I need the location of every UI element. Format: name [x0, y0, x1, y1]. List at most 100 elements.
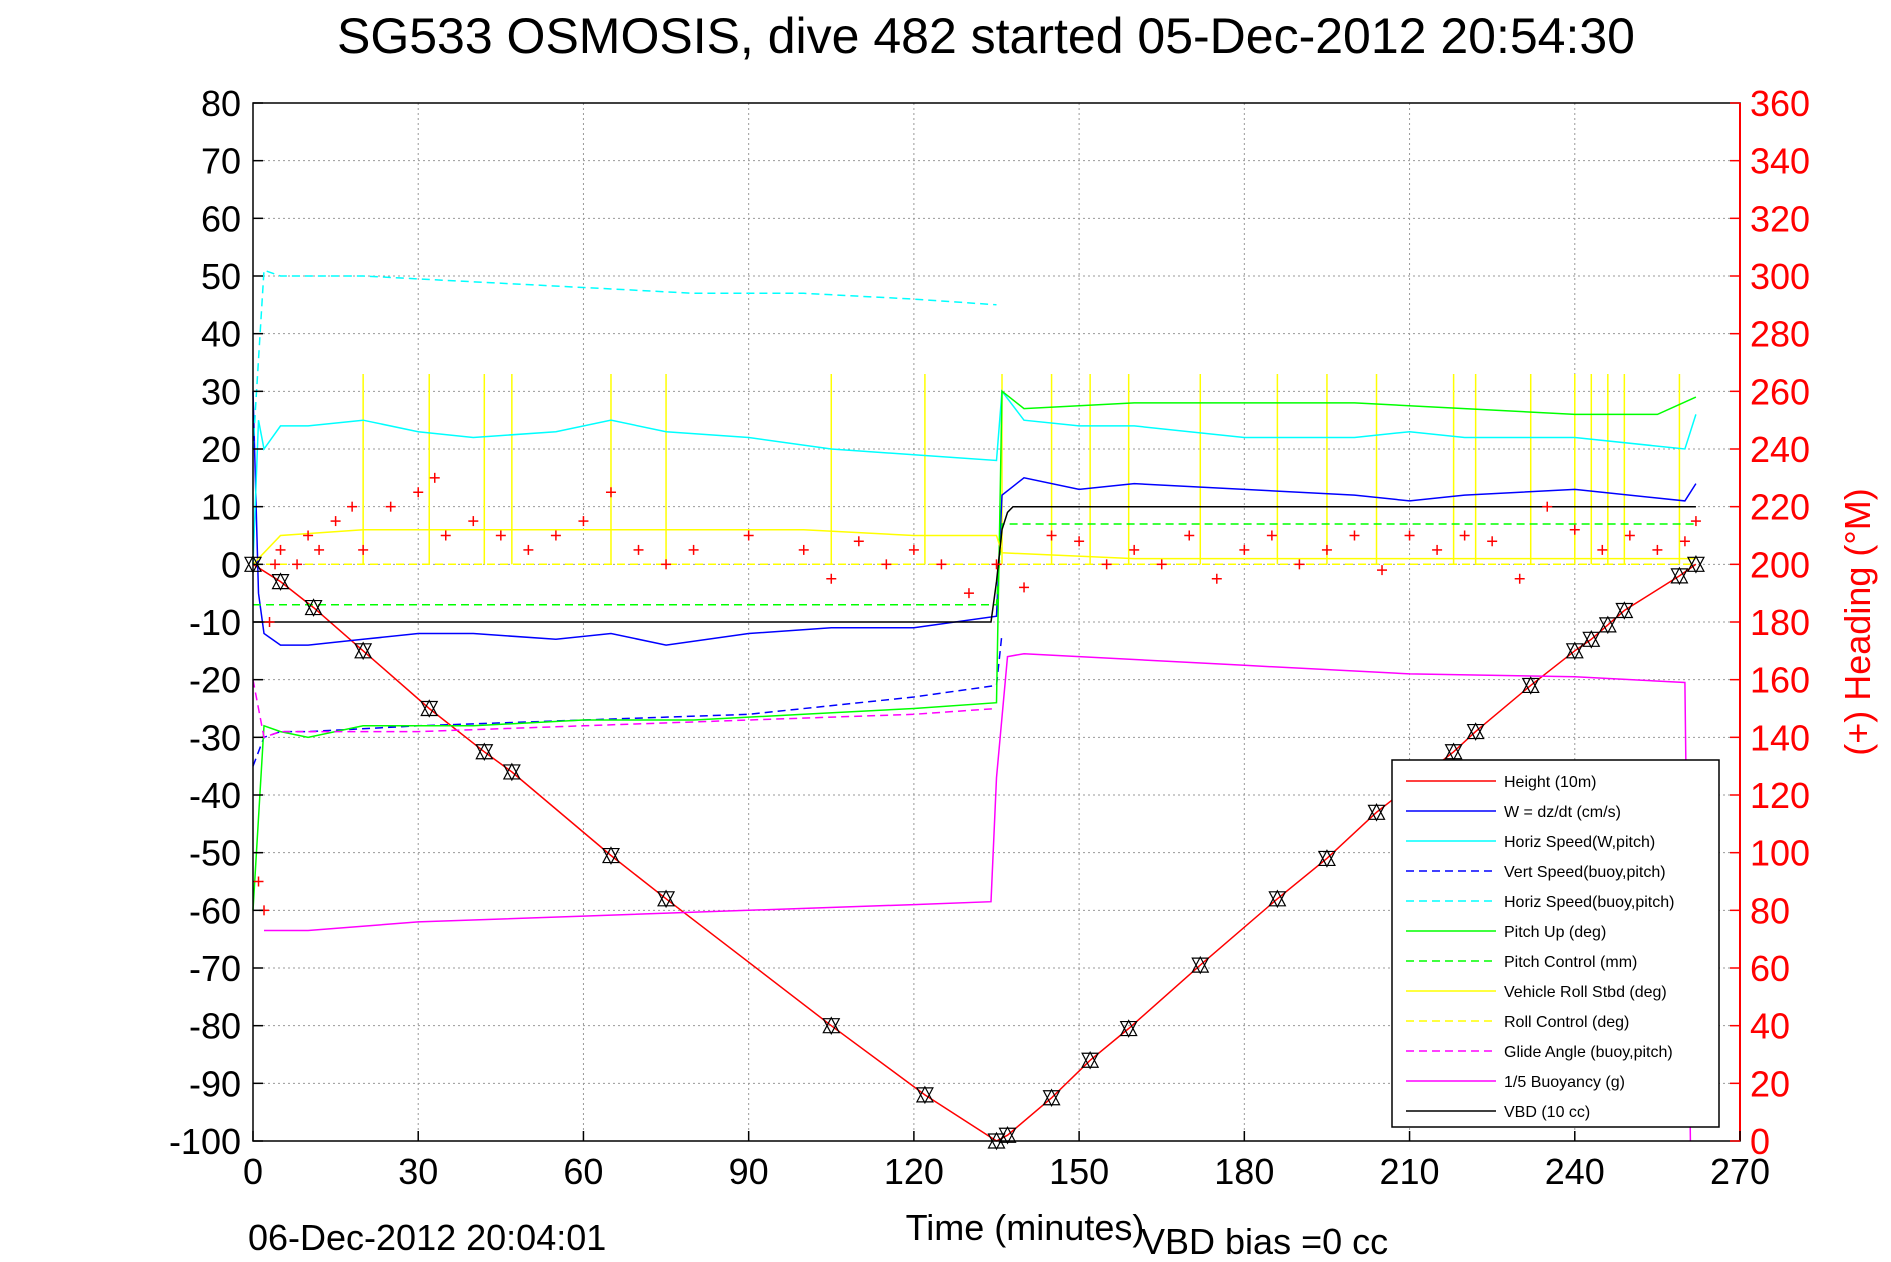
heading-point — [688, 544, 699, 555]
y-right-tick-label: 240 — [1750, 429, 1810, 470]
heading-point — [468, 516, 479, 527]
height-marker — [1466, 722, 1485, 741]
marker-triangle-down — [1317, 850, 1336, 868]
y-tick-label: -60 — [189, 890, 241, 931]
heading-point — [523, 544, 534, 555]
marker-triangle-down — [998, 1127, 1017, 1145]
height-marker — [1081, 1050, 1100, 1070]
marker-triangle-down — [1042, 1090, 1061, 1108]
series-line-7 — [252, 528, 1696, 565]
series-line-0 — [252, 563, 1697, 1142]
height-marker — [822, 1016, 841, 1035]
marker-triangle-down — [1565, 643, 1584, 661]
marker-triangle-down — [1615, 602, 1634, 620]
x-tick-label: 90 — [729, 1151, 769, 1192]
height-marker — [1268, 889, 1287, 909]
marker-triangle-down — [601, 847, 620, 865]
y-tick-label: 0 — [221, 544, 241, 585]
legend-label: Glide Angle (buoy,pitch) — [1504, 1044, 1673, 1061]
heading-point — [385, 501, 396, 512]
heading-point — [1679, 536, 1690, 547]
marker-triangle-down — [1367, 804, 1386, 822]
heading-point — [936, 559, 947, 570]
height-marker — [1119, 1019, 1138, 1038]
y-right-tick-label: 300 — [1750, 256, 1810, 297]
height-marker — [420, 699, 439, 718]
heading-point — [1690, 516, 1701, 527]
marker-triangle-down — [354, 643, 373, 661]
x-axis: 0 30 60 90 120 150 180 210 240 270 — [243, 1131, 1770, 1192]
legend: Height (10m) W = dz/dt (cm/s) Horiz Speed(… — [1391, 759, 1720, 1128]
legend-label: Horiz Speed(W,pitch) — [1504, 834, 1655, 851]
marker-triangle-down — [1444, 744, 1463, 762]
heading-point — [1404, 530, 1415, 541]
chart-title: SG533 OSMOSIS, dive 482 started 05-Dec-2… — [337, 8, 1635, 64]
legend-label: Roll Control (deg) — [1504, 1014, 1629, 1031]
heading-point — [1156, 559, 1167, 570]
footer-timestamp: 06-Dec-2012 20:04:01 — [248, 1217, 606, 1258]
marker-triangle-down — [1521, 677, 1540, 695]
legend-box — [1391, 759, 1720, 1128]
marker-triangle-down — [271, 574, 290, 591]
y-tick-label: -90 — [189, 1063, 241, 1104]
heading-point — [253, 876, 264, 887]
series-layer — [252, 269, 1697, 1142]
heading-point — [270, 559, 281, 570]
marker-triangle-down — [1686, 556, 1705, 574]
height-marker — [1598, 615, 1617, 635]
legend-label: 1/5 Buoyancy (g) — [1504, 1074, 1625, 1091]
heading-point — [303, 530, 314, 541]
heading-point — [264, 617, 275, 627]
heading-point — [440, 530, 451, 541]
heading-point — [1514, 573, 1525, 584]
heading-point — [853, 536, 864, 547]
marker-triangle-down — [1119, 1020, 1138, 1038]
series-line-6 — [253, 523, 1696, 606]
x-tick-label: 120 — [884, 1151, 944, 1192]
heading-point — [963, 588, 974, 599]
marker-triangle-down — [502, 764, 521, 782]
marker-triangle-down — [1191, 957, 1210, 975]
x-tick-label: 30 — [398, 1151, 438, 1192]
heading-point — [1377, 565, 1388, 576]
heading-point — [1569, 524, 1580, 535]
series-line-2 — [252, 389, 1697, 565]
y-tick-label: -20 — [189, 660, 241, 701]
heading-point — [495, 530, 506, 541]
heading-point — [413, 487, 424, 498]
height-marker — [1444, 742, 1463, 762]
y-tick-label: 80 — [201, 83, 241, 124]
x-tick-label: 270 — [1710, 1151, 1770, 1192]
marker-triangle-down — [1268, 891, 1287, 909]
heading-point — [1019, 582, 1030, 593]
heading-point — [314, 544, 325, 555]
y-right-tick-label: 120 — [1750, 775, 1810, 816]
legend-label: Horiz Speed(buoy,pitch) — [1504, 894, 1674, 911]
height-marker — [657, 889, 676, 909]
heading-markers — [253, 472, 1701, 916]
heading-point — [908, 544, 919, 555]
y-right-tick-label: 100 — [1750, 833, 1810, 874]
height-marker — [601, 846, 620, 865]
marker-triangle-down — [1598, 617, 1617, 635]
height-marker — [502, 762, 521, 782]
height-marker — [475, 742, 494, 762]
y-tick-label: 10 — [201, 487, 241, 528]
x-tick-label: 0 — [243, 1151, 263, 1192]
y-tick-label: 40 — [201, 314, 241, 355]
heading-point — [1129, 544, 1140, 555]
height-marker — [1191, 955, 1210, 975]
marker-triangle-down — [822, 1018, 841, 1035]
height-marker — [1042, 1088, 1061, 1108]
legend-label: Vehicle Roll Stbd (deg) — [1504, 984, 1667, 1001]
heading-point — [1597, 544, 1608, 555]
heading-point — [743, 530, 754, 541]
heading-point — [1652, 544, 1663, 555]
y-tick-label: -50 — [189, 833, 241, 874]
heading-point — [605, 487, 616, 498]
x-axis-label: Time (minutes) — [906, 1207, 1145, 1248]
heading-point — [1487, 536, 1498, 547]
y-tick-label: 30 — [201, 371, 241, 412]
series-line-9 — [252, 679, 997, 739]
heading-point — [1101, 559, 1112, 570]
